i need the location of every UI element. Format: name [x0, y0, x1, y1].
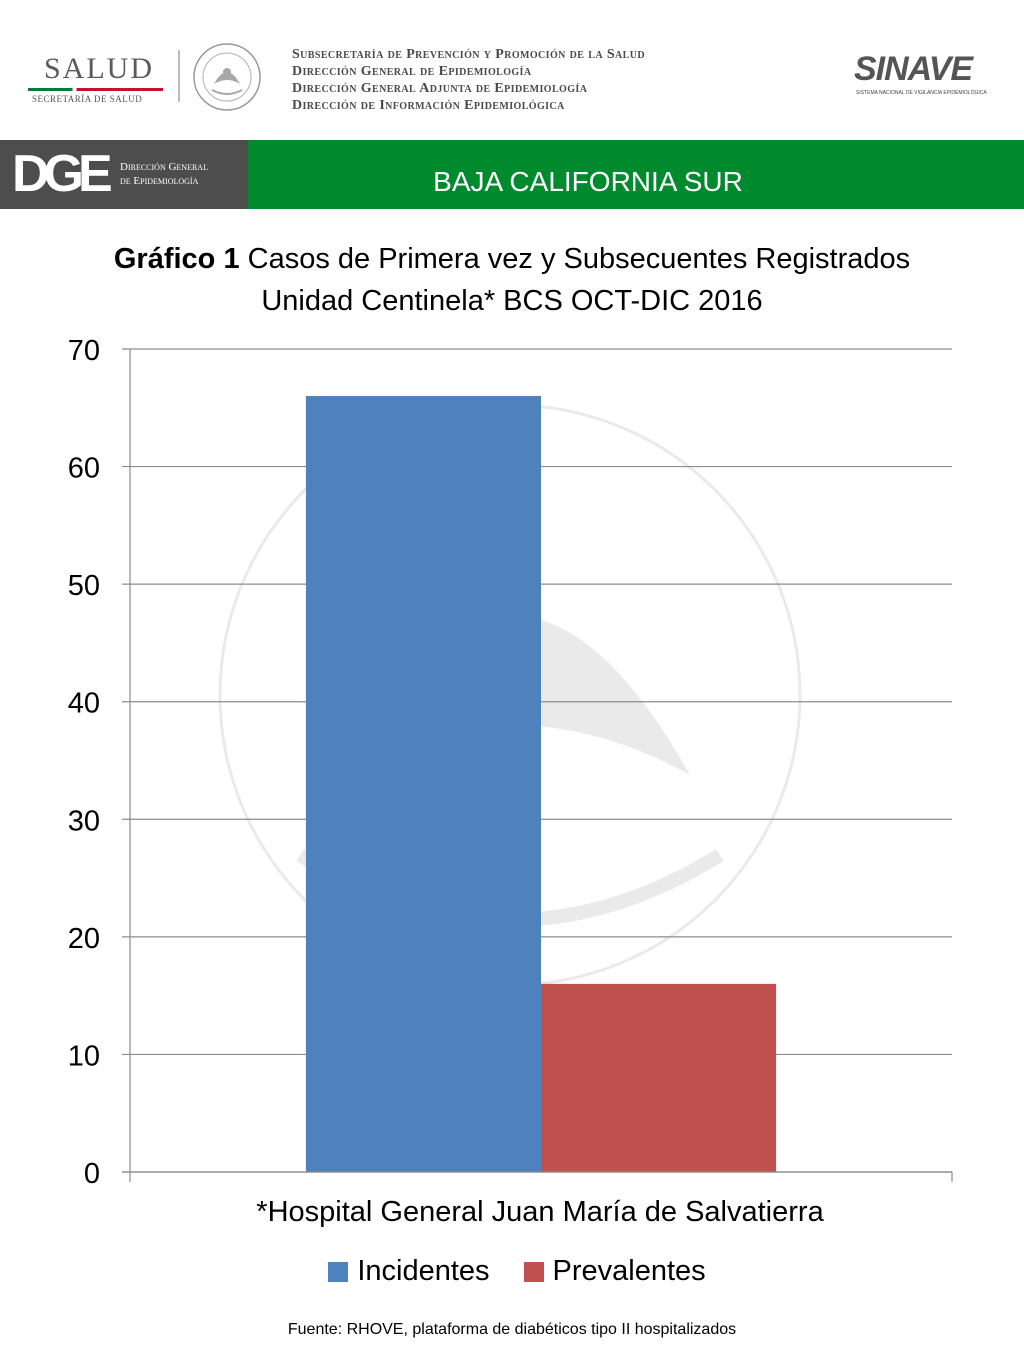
dge-logo-letters: DGE: [12, 145, 113, 203]
dge-logo-text: Dirección General de Epidemiología: [120, 160, 208, 188]
dge-logo-text-line-2: de Epidemiología: [120, 175, 199, 187]
legend-label-incidentes: Incidentes: [357, 1255, 490, 1287]
department-line-2: Dirección General de Epidemiología: [292, 64, 532, 79]
department-line-4: Dirección de Información Epidemiológica: [292, 98, 565, 113]
legend-item-prevalentes: Prevalentes: [523, 1255, 706, 1288]
chart-title-bold: Gráfico 1: [113, 243, 240, 275]
y-tick-label-10: 10: [68, 1040, 100, 1072]
state-banner: DGE Dirección General de Epidemiología B…: [0, 140, 1024, 209]
chart-title: Gráfico 1 Casos de Primera vez y Subsecu…: [0, 238, 1024, 322]
chart-title-rest: Casos de Primera vez y Subsecuentes Regi…: [239, 243, 911, 275]
bar-incidentes: [305, 396, 541, 1172]
y-tick-label-0: 0: [84, 1158, 100, 1190]
legend-swatch-incidentes: [328, 1261, 349, 1282]
bar-prevalentes: [541, 983, 777, 1172]
y-tick-label-50: 50: [68, 570, 100, 602]
x-category-label: *Hospital General Juan María de Salvatie…: [256, 1196, 824, 1228]
dge-logo-text-line-1: Dirección General: [120, 161, 208, 173]
sinave-logo-subtitle: SISTEMA NACIONAL DE VIGILANCIA EPIDEMIOL…: [856, 90, 987, 96]
legend-swatch-prevalentes: [523, 1261, 544, 1282]
chart-title-line-1: Gráfico 1 Casos de Primera vez y Subsecu…: [0, 238, 1024, 280]
y-tick-label-20: 20: [68, 923, 100, 955]
y-tick-label-60: 60: [68, 453, 100, 485]
y-tick-label-70: 70: [68, 335, 100, 367]
salud-logo: SALUD SECRETARÍA DE SALUD: [28, 52, 163, 104]
source-footnote: Fuente: RHOVE, plataforma de diabéticos …: [287, 1321, 737, 1338]
sinave-logo-word: SINAVE: [854, 50, 973, 88]
chart-legend: Incidentes Prevalentes: [0, 1255, 1024, 1288]
bar-chart: 0 10 20 30 40 50 60 70: [68, 335, 953, 1190]
dge-logo: DGE Dirección General de Epidemiología: [0, 140, 248, 209]
legend-label-prevalentes: Prevalentes: [552, 1255, 706, 1287]
state-banner-bar: BAJA CALIFORNIA SUR: [248, 140, 1024, 209]
department-line-3: Dirección General Adjunta de Epidemiolog…: [292, 81, 588, 96]
y-tick-label-30: 30: [68, 805, 100, 837]
salud-logo-stripe: [28, 88, 163, 91]
state-name: BAJA CALIFORNIA SUR: [433, 166, 743, 197]
salud-logo-subtitle: SECRETARÍA DE SALUD: [32, 94, 143, 104]
logo-divider: [178, 50, 180, 102]
mexico-seal-icon: [193, 43, 261, 111]
department-lines: Subsecretaría de Prevención y Promoción …: [292, 46, 645, 114]
chart-title-line-2: Unidad Centinela* BCS OCT-DIC 2016: [261, 285, 763, 317]
y-tick-label-40: 40: [68, 688, 100, 720]
salud-logo-word: SALUD: [44, 52, 155, 85]
legend-item-incidentes: Incidentes: [328, 1255, 490, 1288]
sinave-logo: SINAVE SISTEMA NACIONAL DE VIGILANCIA EP…: [850, 50, 995, 100]
page-header: SALUD SECRETARÍA DE SALUD Subsecretaría …: [0, 0, 1024, 140]
department-line-1: Subsecretaría de Prevención y Promoción …: [292, 47, 645, 62]
